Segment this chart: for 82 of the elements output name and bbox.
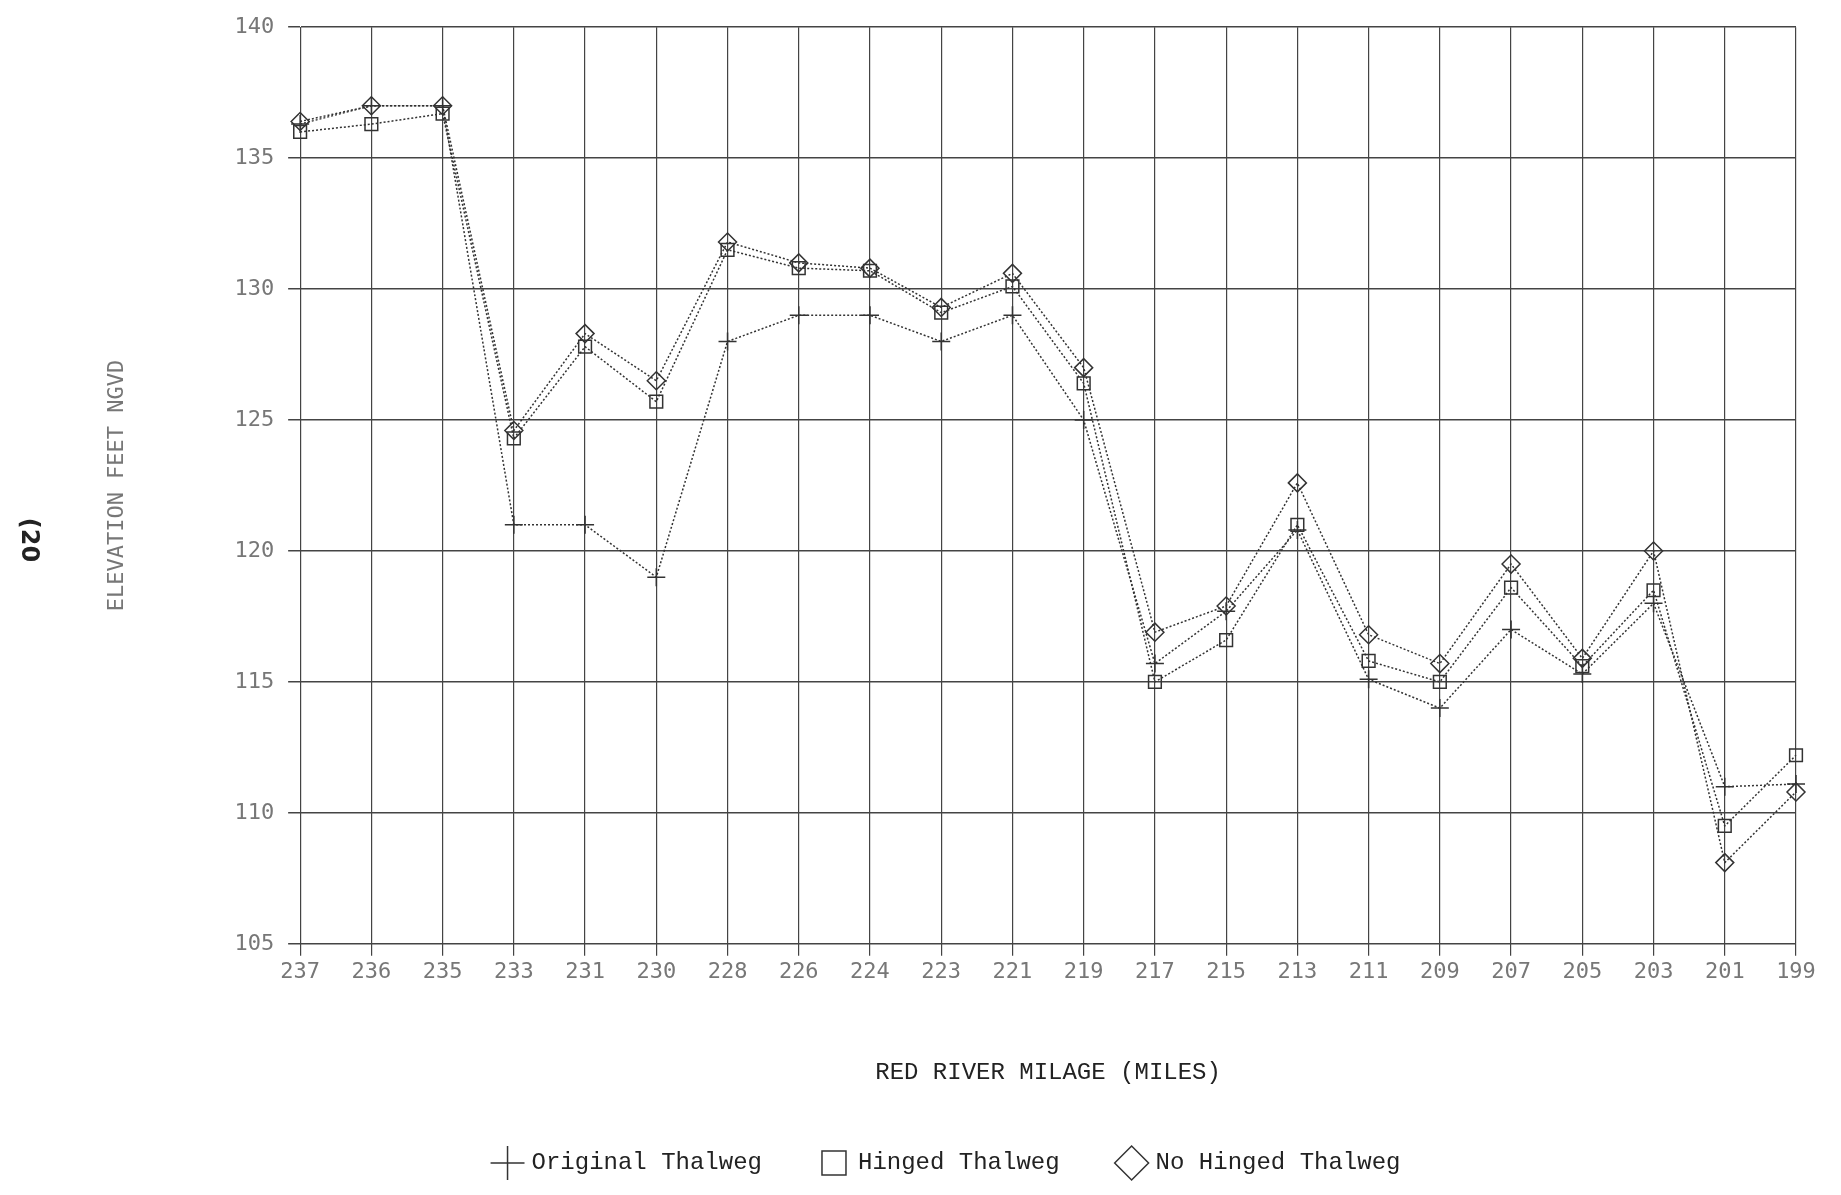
- x-tick-label: 219: [1063, 957, 1104, 983]
- point: [1643, 541, 1664, 561]
- x-tick-label: 237: [280, 957, 321, 983]
- point: [575, 323, 595, 344]
- point: [293, 124, 308, 140]
- y-tick-label: 120: [234, 536, 275, 562]
- point: [1788, 748, 1804, 763]
- y-tick-label: 115: [234, 667, 275, 693]
- point: [1076, 376, 1091, 391]
- x-tick-label: 213: [1277, 957, 1318, 983]
- point: [1147, 674, 1163, 690]
- point: [860, 258, 880, 278]
- x-tick-label: 199: [1776, 957, 1816, 983]
- y-tick-label: 110: [234, 798, 275, 824]
- point: [1358, 669, 1379, 690]
- point: [1287, 473, 1308, 493]
- x-tick-label: 201: [1704, 957, 1745, 983]
- x-tick-label: 215: [1206, 957, 1247, 983]
- x-tick-label: 226: [778, 957, 819, 983]
- x-tick-label: 233: [493, 957, 534, 983]
- x-tick-label: 230: [636, 957, 677, 983]
- text: (20: [15, 517, 44, 563]
- x-tick-label: 223: [921, 957, 962, 983]
- point: [1501, 554, 1521, 574]
- point: [1430, 653, 1450, 674]
- x-tick-label: 205: [1562, 957, 1603, 983]
- point: [1145, 653, 1165, 674]
- point: [862, 263, 878, 278]
- legend-label: Hinged Thalweg: [857, 1149, 1060, 1177]
- point: [649, 394, 664, 409]
- point: [1643, 593, 1664, 614]
- legend-label: No Hinged Thalweg: [1155, 1149, 1401, 1177]
- point: [1503, 580, 1519, 595]
- legend-label: Original Thalweg: [531, 1149, 762, 1177]
- point: [364, 116, 379, 132]
- y-tick-label: 105: [234, 929, 275, 955]
- y-tick-label: 130: [234, 274, 275, 300]
- x-tick-label: 211: [1348, 957, 1389, 983]
- point: [717, 232, 738, 252]
- point: [717, 331, 738, 352]
- point: [1786, 782, 1806, 802]
- point: [1501, 619, 1521, 640]
- x-tick-label: 207: [1491, 957, 1531, 983]
- x-tick-label: 209: [1419, 957, 1460, 983]
- point: [435, 106, 450, 121]
- point: [1572, 648, 1593, 669]
- point: [1717, 818, 1732, 834]
- x-tick-label: 228: [707, 957, 748, 983]
- y-axis-title: ELEVATION FEET NGVD: [102, 359, 128, 612]
- point: [1145, 622, 1165, 642]
- point: [1432, 674, 1447, 690]
- point: [1646, 583, 1661, 598]
- x-tick-label: 221: [992, 957, 1033, 983]
- point: [646, 567, 667, 587]
- point: [1005, 279, 1020, 294]
- x-tick-label: 236: [351, 957, 392, 983]
- point: [789, 253, 809, 273]
- point: [577, 339, 593, 354]
- x-tick-label: 217: [1135, 957, 1175, 983]
- point: [1358, 625, 1379, 645]
- point: [1002, 263, 1023, 284]
- point: [1361, 653, 1376, 669]
- x-axis-title: RED RIVER MILAGE (MILES): [875, 1058, 1221, 1086]
- x-tick-label: 224: [850, 957, 890, 983]
- y-tick-label: 135: [234, 143, 275, 169]
- point: [1073, 410, 1094, 430]
- point: [504, 420, 524, 441]
- y-tick-label: 140: [234, 12, 275, 38]
- point: [1575, 659, 1590, 674]
- point: [1216, 596, 1236, 616]
- point: [1219, 632, 1234, 648]
- y-tick-label: 125: [234, 405, 275, 431]
- x-tick-label: 231: [565, 957, 605, 983]
- x-tick-label: 235: [422, 957, 463, 983]
- x-tick-label: 203: [1633, 957, 1674, 983]
- point: [646, 371, 667, 391]
- point: [1715, 852, 1735, 873]
- point: [1002, 305, 1023, 326]
- point: [1290, 517, 1305, 532]
- point: [931, 297, 951, 318]
- point: [931, 331, 951, 352]
- point: [1073, 357, 1094, 378]
